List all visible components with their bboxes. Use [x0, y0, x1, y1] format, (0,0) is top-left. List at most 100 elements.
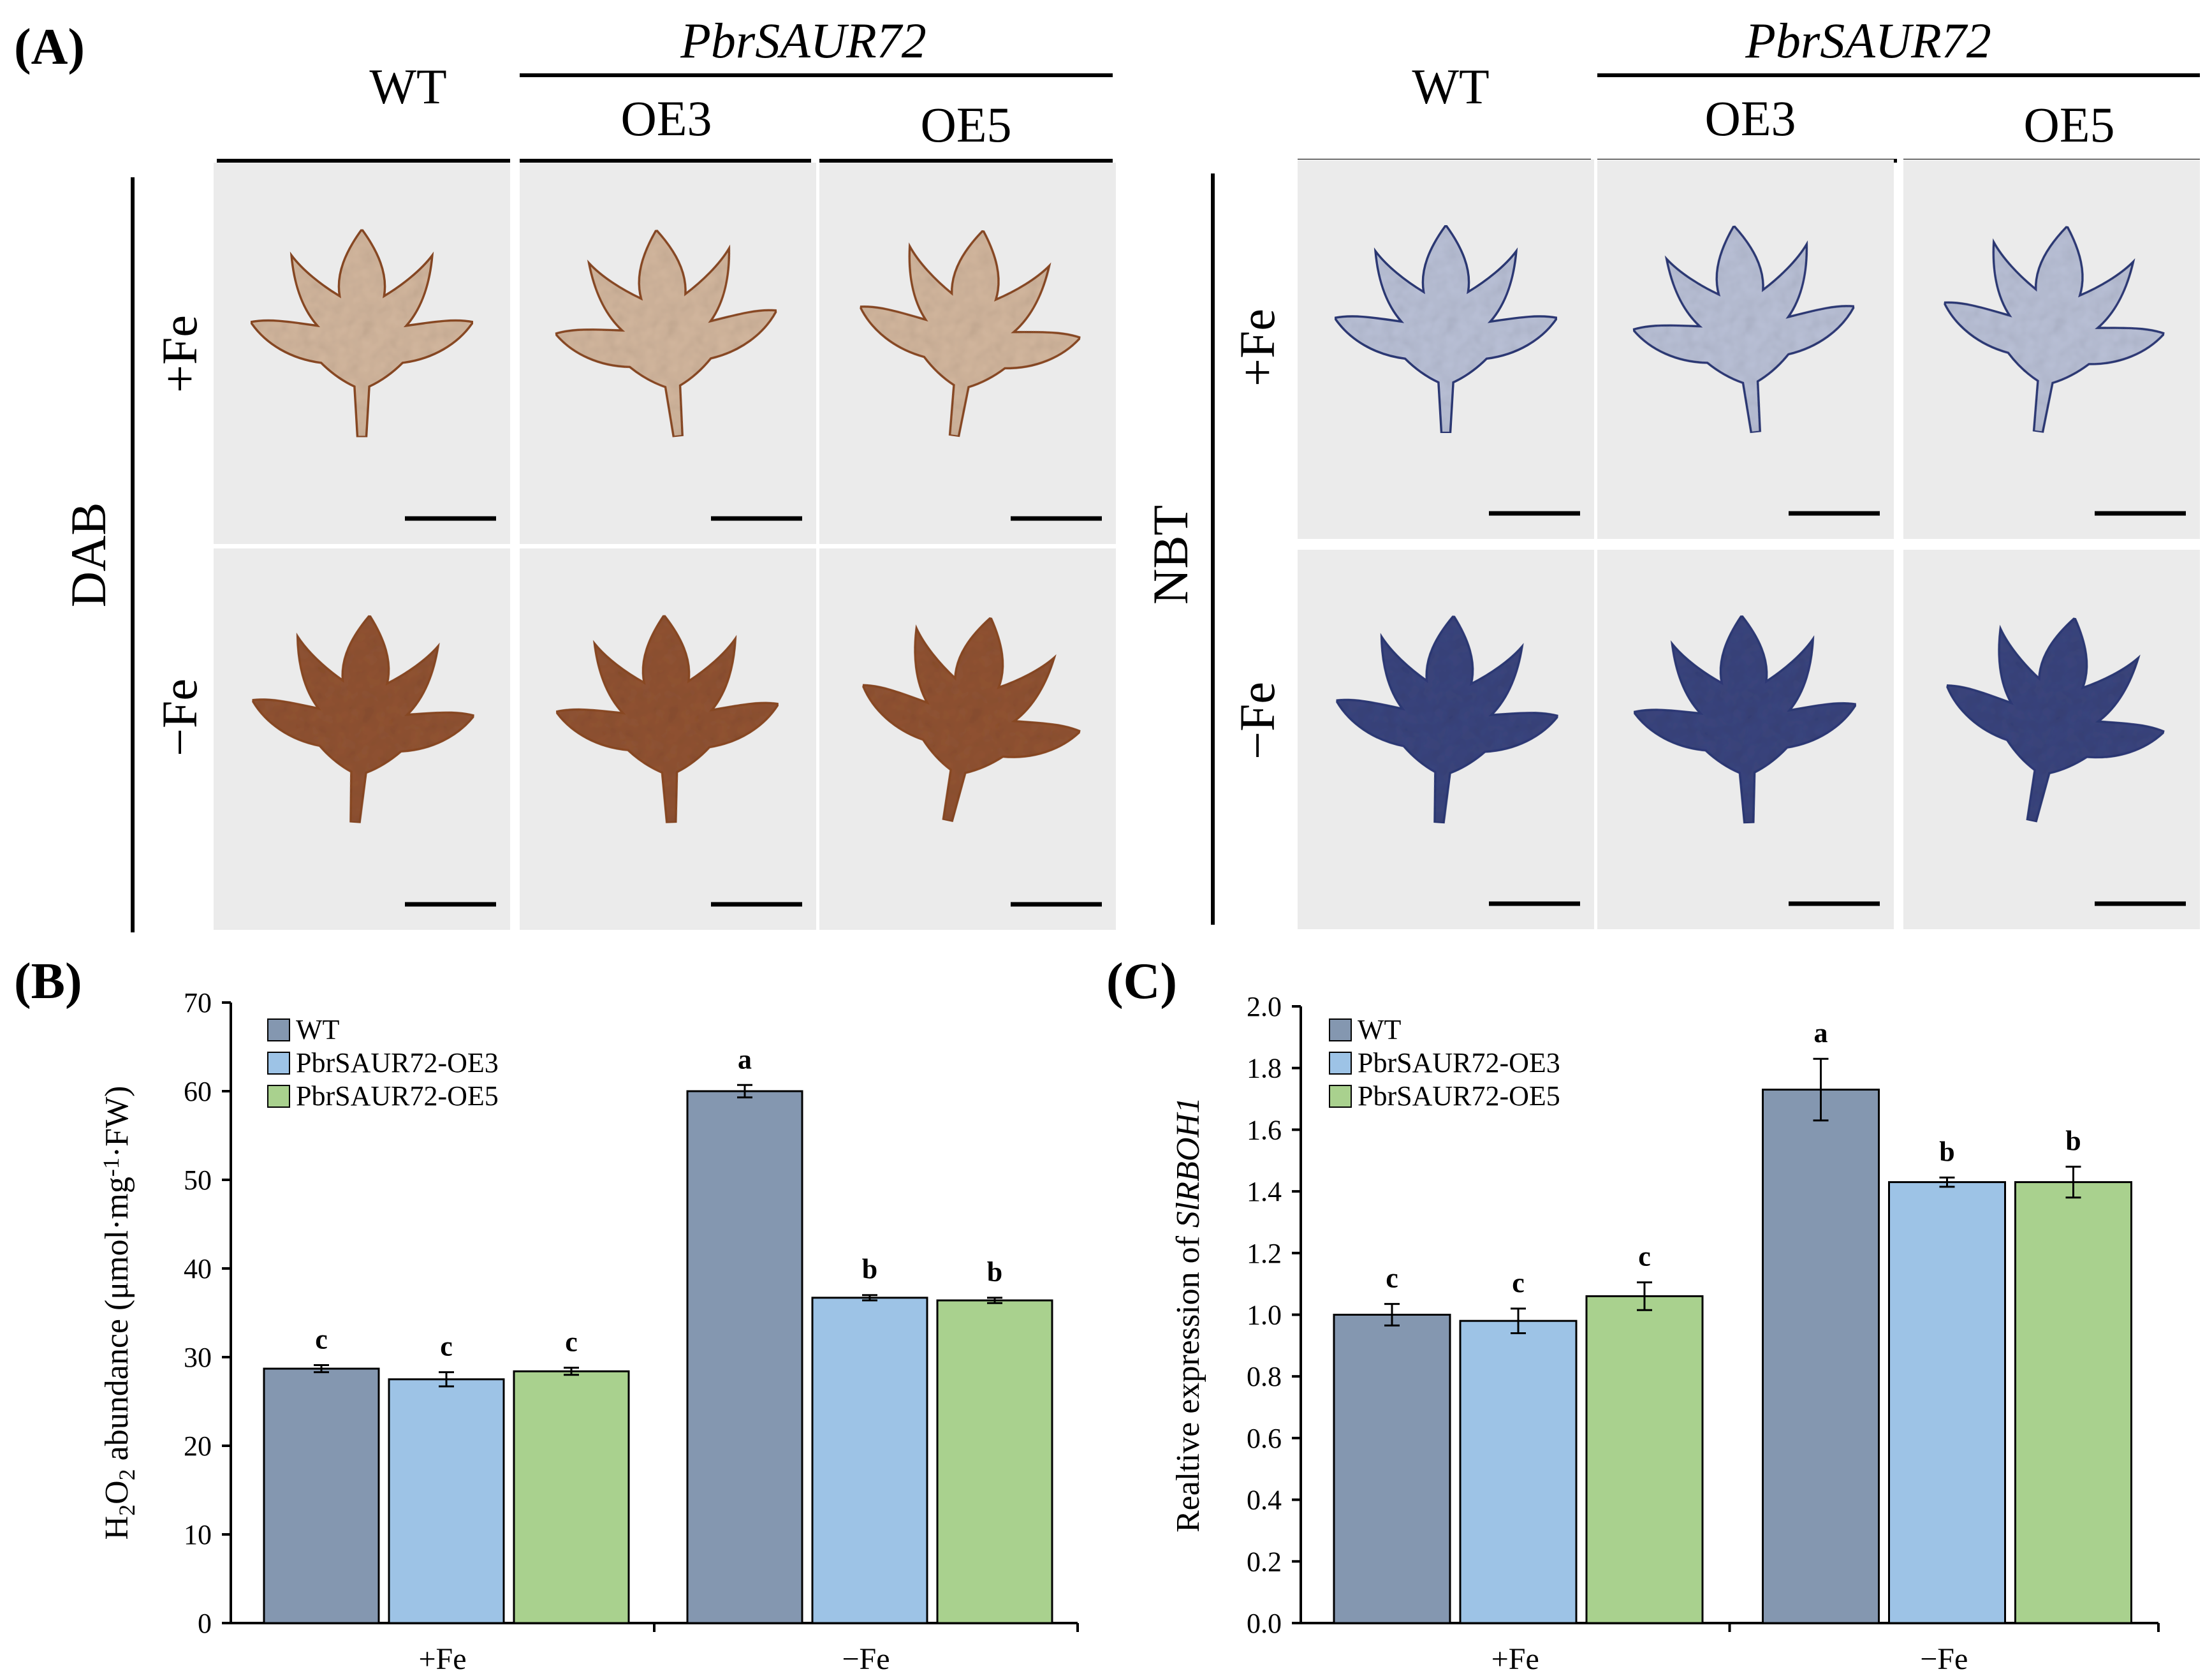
- chart-c-bars: c c c a b b: [1333, 1017, 2132, 1624]
- chart-b-y-tick-label: 70: [184, 987, 212, 1018]
- chart-c-y-tick-label: 0.6: [1247, 1423, 1282, 1454]
- chart-b-legend-swatch: [267, 1018, 290, 1041]
- panel-c-letter: (C): [1106, 953, 1177, 1010]
- dab-wt-header: WT: [369, 59, 446, 114]
- dab-oe5-header: OE5: [921, 97, 1012, 152]
- nbt-photo-oe3-plusfe-leaf: [1631, 224, 1856, 434]
- dab-stain-label: DAB: [61, 503, 116, 608]
- chart-b-significance-letter: c: [565, 1327, 578, 1358]
- chart-c-y-axis-label-gene: SlRBOH1: [1170, 1097, 1206, 1228]
- dab-photo-oe5-minusfe: [819, 548, 1116, 930]
- dab-photo-oe5-plusfe: [819, 163, 1116, 544]
- chart-c-legend-swatch: [1329, 1018, 1352, 1041]
- nbt-photo-oe5-minusfe-leaf: [1945, 616, 2167, 823]
- nbt-wt-header: WT: [1412, 59, 1489, 114]
- chart-b-significance-letter: b: [862, 1254, 877, 1285]
- chart-c-bar: [1459, 1319, 1578, 1624]
- nbt-photo-wt-minusfe-leaf: [1334, 614, 1560, 825]
- chart-c-significance-letter: c: [1638, 1241, 1651, 1272]
- chart-c-legend-label: PbrSAUR72-OE5: [1358, 1080, 1560, 1112]
- nbt-photo-oe3-plusfe: [1597, 159, 1894, 539]
- chart-b-y-axis-label-part: H: [99, 1516, 135, 1540]
- chart-b: (B) H2O2 abundance (μmol·mg-1·FW) 0 10 20 3…: [14, 953, 1079, 1676]
- chart-b-bar: [936, 1299, 1053, 1624]
- nbt-photo-oe5-plusfe: [1903, 159, 2200, 539]
- panel-a-letter: (A): [14, 19, 85, 75]
- chart-b-bar: [513, 1370, 630, 1624]
- chart-b-significance-letter: c: [315, 1324, 328, 1355]
- chart-c-y-tick-label: 1.6: [1247, 1114, 1282, 1145]
- nbt-oe5-header: OE5: [2024, 97, 2115, 152]
- chart-c-bar: [2014, 1181, 2132, 1624]
- nbt-oe3-header: OE3: [1705, 91, 1796, 146]
- chart-c-significance-letter: c: [1386, 1263, 1398, 1294]
- nbt-photo-wt-plusfe-leaf: [1333, 223, 1559, 434]
- chart-c-x-tick-label: +Fe: [1491, 1642, 1539, 1676]
- chart-c-y-tick-label: 0.4: [1247, 1485, 1282, 1516]
- nbt-photo-grid: [1298, 159, 2200, 929]
- nbt-group-label: PbrSAUR72: [1745, 13, 1991, 68]
- chart-c-ylabel: Realtive expression of SlRBOH1: [1170, 1097, 1206, 1533]
- chart-b-significance-letter: b: [987, 1256, 1002, 1288]
- chart-b-y-tick-label: 30: [184, 1342, 212, 1373]
- chart-c-y-tick-label: 0.8: [1247, 1361, 1282, 1392]
- chart-c-bar: [1333, 1314, 1451, 1624]
- chart-c-y-tick-label: 1.8: [1247, 1053, 1282, 1084]
- chart-b-x-tick-label: −Fe: [842, 1642, 890, 1676]
- nbt-photo-oe3-minusfe: [1597, 550, 1894, 929]
- dab-oe3-header: OE3: [621, 91, 712, 146]
- nbt-photo-wt-plusfe: [1298, 159, 1594, 539]
- dab-photo-wt-minusfe-leaf: [250, 614, 476, 825]
- chart-c-legend-swatch: [1329, 1085, 1352, 1108]
- chart-b-y-tick-label: 0: [198, 1608, 212, 1639]
- chart-c-legend-label: PbrSAUR72-OE3: [1358, 1047, 1560, 1078]
- chart-b-y-axis-label-part: -1: [98, 1158, 124, 1177]
- panel-b-letter: (B): [14, 953, 82, 1010]
- chart-b-y-tick-label: 10: [184, 1519, 212, 1550]
- chart-c-significance-letter: a: [1814, 1017, 1828, 1048]
- chart-c-y-tick-label: 0.2: [1247, 1546, 1282, 1577]
- dab-photo-oe3-plusfe-leaf: [553, 228, 779, 438]
- chart-c-bar: [1888, 1181, 2006, 1624]
- chart-b-y-axis-label-part: 2: [114, 1504, 140, 1516]
- chart-b-legend-label: PbrSAUR72-OE3: [296, 1047, 499, 1078]
- chart-b-legend-label: WT: [296, 1014, 340, 1045]
- nbt-stain-label: NBT: [1143, 505, 1198, 605]
- chart-c-legend-swatch: [1329, 1052, 1352, 1075]
- chart-b-bar: [388, 1378, 505, 1624]
- chart-c-y-tick-label: 1.2: [1247, 1238, 1282, 1269]
- dab-photo-oe3-plusfe: [520, 163, 816, 544]
- dab-minusfe-label: −Fe: [152, 679, 207, 756]
- dab-photo-oe5-minusfe-leaf: [861, 615, 1083, 823]
- chart-b-significance-letter: c: [440, 1331, 453, 1362]
- chart-c-bar: [1585, 1295, 1704, 1624]
- chart-c-y-axis-label: Realtive expression of SlRBOH1: [1170, 1097, 1206, 1533]
- chart-c-y-tick-label: 2.0: [1247, 991, 1282, 1022]
- chart-b-bars: c c c a b b: [263, 1043, 1053, 1624]
- dab-photo-oe3-minusfe: [520, 548, 816, 930]
- dab-photo-oe5-plusfe-leaf: [858, 228, 1083, 438]
- dab-group-label: PbrSAUR72: [680, 13, 927, 68]
- chart-c-significance-letter: b: [2065, 1125, 2081, 1156]
- nbt-photo-oe5-plusfe-leaf: [1942, 224, 2167, 434]
- chart-b-bar: [263, 1367, 380, 1624]
- chart-b-legend-swatch: [267, 1085, 290, 1108]
- chart-b-y-tick-label: 50: [184, 1165, 212, 1196]
- chart-b-significance-letter: a: [738, 1043, 752, 1075]
- chart-b-y-tick-label: 40: [184, 1253, 212, 1284]
- chart-c-x-tick-label: −Fe: [1920, 1642, 1968, 1676]
- chart-b-y-axis-label-part: O: [99, 1480, 135, 1504]
- nbt-photo-oe3-minusfe-leaf: [1632, 614, 1858, 825]
- chart-b-ylabel: H2O2 abundance (μmol·mg-1·FW): [98, 1086, 140, 1540]
- chart-c-significance-letter: b: [1939, 1136, 1954, 1167]
- chart-b-y-tick-label: 60: [184, 1076, 212, 1107]
- dab-photo-grid: [214, 163, 1116, 930]
- chart-b-y-axis-label-part: ·FW): [99, 1086, 135, 1158]
- nbt-block: WT PbrSAUR72 OE3 OE5 NBT +Fe −Fe: [1143, 13, 2200, 929]
- nbt-photo-wt-minusfe: [1298, 550, 1594, 929]
- nbt-photo-oe5-minusfe: [1903, 550, 2200, 929]
- chart-b-y-tick-label: 20: [184, 1430, 212, 1462]
